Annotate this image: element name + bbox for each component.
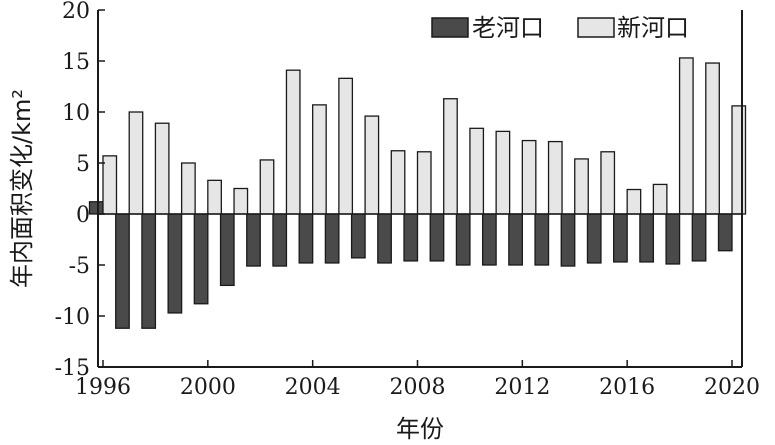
- bar-laohekou-2005: [324, 213, 340, 264]
- bar-xinhekou-2011: [495, 130, 511, 215]
- bar-laohekou-2010: [455, 213, 471, 266]
- x-tick-label: 2004: [285, 375, 341, 400]
- bar-xinhekou-2018: [678, 57, 694, 215]
- x-tick-label: 1996: [75, 375, 131, 400]
- bars-layer: [88, 57, 747, 329]
- bar-laohekou-2006: [350, 213, 366, 259]
- bar-xinhekou-2019: [705, 62, 720, 215]
- y-tick-label: 15: [62, 50, 90, 75]
- bar-xinhekou-2020: [731, 105, 747, 215]
- legend-label-xinhekou: 新河口: [617, 14, 689, 42]
- bar-laohekou-2017: [639, 213, 655, 263]
- legend-swatch-xinhekou: [577, 17, 615, 38]
- axes-layer: [97, 9, 743, 368]
- bar-laohekou-2000: [193, 213, 209, 305]
- bar-xinhekou-1999: [180, 162, 196, 215]
- y-tick-label: -15: [55, 356, 90, 381]
- bar-laohekou-2002: [246, 213, 261, 267]
- bar-xinhekou-2014: [574, 158, 589, 215]
- y-tick-label: 0: [76, 203, 90, 228]
- bar-xinhekou-2009: [443, 98, 458, 215]
- bar-xinhekou-2001: [233, 187, 249, 215]
- legend: 老河口 新河口: [431, 14, 689, 42]
- y-axis-title: 年内面积变化/km²: [8, 89, 36, 288]
- bar-xinhekou-2017: [652, 183, 668, 215]
- bar-xinhekou-2000: [207, 179, 222, 215]
- bar-xinhekou-2013: [547, 140, 563, 215]
- bar-xinhekou-2004: [312, 104, 327, 215]
- bar-laohekou-2020: [717, 213, 733, 252]
- bar-xinhekou-1997: [128, 111, 144, 215]
- y-tick-label: 5: [76, 152, 90, 177]
- bar-laohekou-2009: [429, 213, 445, 262]
- bar-laohekou-2014: [560, 213, 576, 267]
- bar-laohekou-2015: [586, 213, 602, 264]
- bar-laohekou-2008: [403, 213, 419, 262]
- bar-xinhekou-2012: [521, 139, 537, 215]
- bar-xinhekou-2010: [469, 127, 485, 215]
- bar-laohekou-2013: [534, 213, 550, 266]
- bar-laohekou-1999: [167, 213, 183, 314]
- bar-laohekou-2018: [665, 213, 681, 265]
- bar-laohekou-1996: [88, 201, 104, 215]
- legend-label-laohekou: 老河口: [472, 14, 544, 42]
- bar-laohekou-2019: [691, 213, 707, 262]
- bar-xinhekou-2003: [285, 69, 301, 215]
- bar-xinhekou-2005: [338, 77, 354, 215]
- x-tick-label: 2008: [390, 375, 446, 400]
- y-tick-label: 10: [62, 101, 90, 126]
- bar-laohekou-2004: [298, 213, 314, 264]
- legend-swatch-laohekou: [431, 17, 469, 38]
- bar-laohekou-2007: [377, 213, 392, 264]
- y-tick-label: 20: [62, 0, 90, 24]
- bar-laohekou-1998: [141, 213, 157, 329]
- x-tick-label: 2016: [599, 375, 655, 400]
- bar-xinhekou-2007: [390, 150, 406, 215]
- bar-laohekou-2001: [219, 213, 235, 287]
- bar-laohekou-2012: [508, 213, 523, 266]
- bar-laohekou-2016: [613, 213, 628, 263]
- bar-laohekou-2011: [481, 213, 497, 266]
- bar-laohekou-2003: [272, 213, 288, 267]
- x-axis-title: 年份: [396, 415, 444, 443]
- bar-laohekou-1997: [115, 213, 130, 329]
- bar-xinhekou-2016: [626, 188, 642, 215]
- y-tick-label: -10: [55, 305, 90, 330]
- bar-xinhekou-1996: [102, 155, 118, 215]
- x-tick-label: 2012: [494, 375, 550, 400]
- bar-xinhekou-2002: [259, 159, 275, 215]
- bar-xinhekou-1998: [154, 122, 170, 215]
- bar-xinhekou-2015: [600, 151, 616, 215]
- y-tick-label: -5: [69, 254, 90, 279]
- bar-xinhekou-2006: [364, 115, 380, 215]
- x-tick-label: 2000: [180, 375, 236, 400]
- x-tick-label: 2020: [704, 375, 760, 400]
- bar-xinhekou-2008: [416, 151, 432, 215]
